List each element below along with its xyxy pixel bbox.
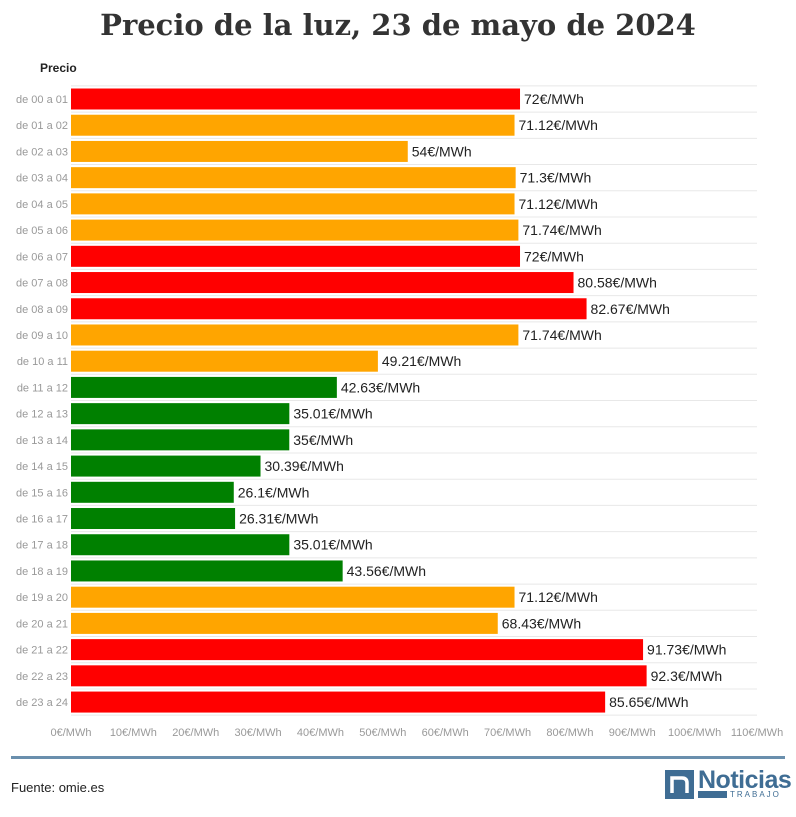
value-label: 71.12€/MWh (519, 196, 598, 212)
x-tick-label: 50€/MWh (359, 727, 406, 739)
bar (71, 612, 498, 634)
bar (71, 376, 337, 398)
category-label: de 17 a 18 (16, 540, 68, 552)
source-note: Fuente: omie.es (11, 780, 105, 795)
bar (71, 140, 408, 162)
value-label: 80.58€/MWh (578, 275, 657, 291)
bar (71, 586, 515, 608)
bar (71, 429, 290, 451)
x-tick-label: 10€/MWh (110, 727, 157, 739)
logo-bar (698, 791, 727, 798)
value-label: 54€/MWh (412, 143, 472, 159)
value-label: 71.3€/MWh (520, 170, 592, 186)
value-label: 26.1€/MWh (238, 484, 310, 500)
category-label: de 15 a 16 (16, 487, 68, 499)
category-label: de 04 a 05 (16, 199, 68, 211)
bar (71, 534, 290, 556)
bar-chart: de 00 a 01 72€/MWh de 01 a 02 71.12€/MWh de … (16, 85, 783, 739)
value-label: 43.56€/MWh (347, 563, 426, 579)
x-tick-label: 60€/MWh (422, 727, 469, 739)
bar (71, 639, 644, 661)
value-label: 49.21€/MWh (382, 353, 461, 369)
category-label: de 20 a 21 (16, 618, 68, 630)
x-tick-label: 90€/MWh (609, 727, 656, 739)
category-label: de 02 a 03 (16, 146, 68, 158)
value-label: 72€/MWh (524, 248, 584, 264)
value-label: 72€/MWh (524, 91, 584, 107)
value-label: 82.67€/MWh (591, 301, 670, 317)
bar (71, 114, 515, 136)
value-label: 91.73€/MWh (647, 642, 726, 658)
noticias-trabajo-logo: n Noticias TRABAJO (665, 766, 792, 801)
x-tick-label: 110€/MWh (731, 727, 783, 739)
category-label: de 00 a 01 (16, 94, 68, 106)
bar (71, 560, 343, 582)
category-label: de 21 a 22 (16, 645, 68, 657)
footer-divider (11, 756, 785, 759)
value-label: 92.3€/MWh (651, 668, 723, 684)
category-label: de 09 a 10 (16, 330, 68, 342)
x-tick-label: 70€/MWh (484, 727, 531, 739)
category-label: de 23 a 24 (16, 697, 68, 709)
bar (71, 324, 519, 346)
bar (71, 350, 378, 372)
category-label: de 19 a 20 (16, 592, 68, 604)
x-tick-label: 40€/MWh (297, 727, 344, 739)
x-tick-label: 80€/MWh (546, 727, 593, 739)
bar (71, 298, 587, 320)
category-label: de 05 a 06 (16, 225, 68, 237)
bar (71, 665, 647, 687)
bar (71, 167, 516, 189)
bar (71, 193, 515, 215)
category-label: de 11 a 12 (17, 382, 68, 394)
logo-subtitle: TRABAJO (730, 790, 781, 799)
value-label: 71.12€/MWh (519, 589, 598, 605)
bar (71, 455, 261, 477)
bar (71, 88, 521, 110)
x-tick-label: 100€/MWh (668, 727, 721, 739)
bar (71, 508, 236, 530)
bar (71, 481, 234, 503)
bar (71, 272, 574, 294)
bar (71, 691, 606, 713)
value-label: 71.74€/MWh (522, 222, 601, 238)
category-label: de 12 a 13 (16, 409, 68, 421)
category-label: de 06 a 07 (16, 251, 68, 263)
value-label: 30.39€/MWh (265, 458, 344, 474)
category-label: de 14 a 15 (16, 461, 68, 473)
category-label: de 13 a 14 (16, 435, 68, 447)
value-label: 71.12€/MWh (519, 117, 598, 133)
logo-name: Noticias (698, 766, 792, 794)
chart-title: Precio de la luz, 23 de mayo de 2024 (100, 8, 696, 42)
x-tick-label: 0€/MWh (51, 727, 92, 739)
category-label: de 08 a 09 (16, 304, 68, 316)
category-label: de 22 a 23 (16, 671, 68, 683)
value-label: 71.74€/MWh (522, 327, 601, 343)
value-label: 42.63€/MWh (341, 379, 420, 395)
bar (71, 219, 519, 241)
value-label: 35.01€/MWh (293, 537, 372, 553)
category-label: de 16 a 17 (16, 514, 68, 526)
bar (71, 403, 290, 425)
x-tick-label: 30€/MWh (235, 727, 282, 739)
category-label: de 07 a 08 (16, 278, 68, 290)
category-label: de 18 a 19 (16, 566, 68, 578)
value-label: 35€/MWh (293, 432, 353, 448)
series-label: Precio (40, 61, 77, 75)
value-label: 26.31€/MWh (239, 511, 318, 527)
value-label: 35.01€/MWh (293, 406, 372, 422)
bar (71, 245, 521, 267)
category-label: de 10 a 11 (17, 356, 68, 368)
x-tick-label: 20€/MWh (172, 727, 219, 739)
category-label: de 01 a 02 (16, 120, 68, 132)
logo-n-icon: n (665, 770, 694, 799)
category-label: de 03 a 04 (16, 173, 68, 185)
value-label: 68.43€/MWh (502, 615, 581, 631)
value-label: 85.65€/MWh (609, 694, 688, 710)
